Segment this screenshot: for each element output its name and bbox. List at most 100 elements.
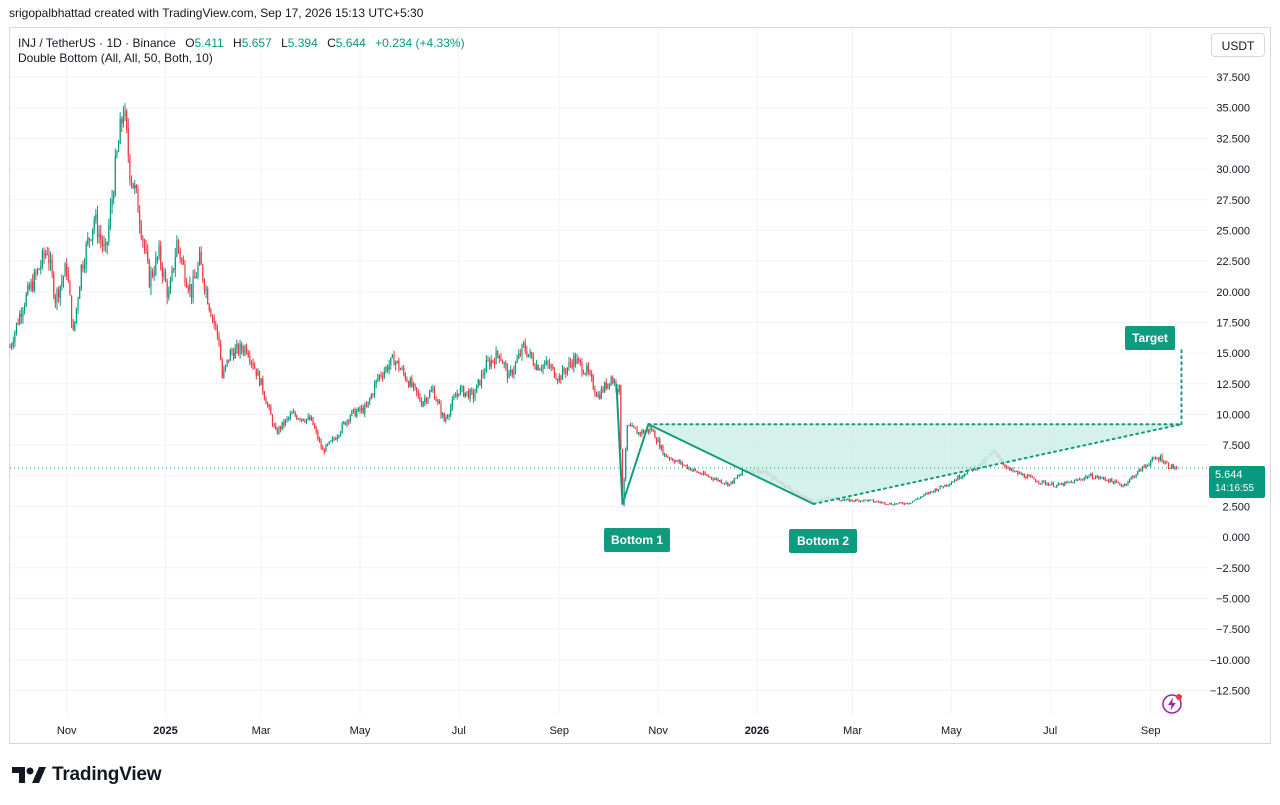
candle-body bbox=[918, 498, 920, 500]
currency-button[interactable]: USDT bbox=[1211, 33, 1265, 57]
candle-body bbox=[139, 212, 141, 226]
candle-body bbox=[871, 499, 873, 501]
candle-body bbox=[501, 360, 504, 364]
candle-body bbox=[333, 438, 335, 440]
candle-body bbox=[1117, 482, 1119, 484]
candle-body bbox=[519, 353, 521, 356]
candle-body bbox=[472, 391, 474, 399]
candle-body bbox=[203, 280, 206, 291]
candle-body bbox=[315, 428, 317, 432]
candle-body bbox=[304, 420, 306, 422]
candle-body bbox=[885, 504, 888, 506]
candle-body bbox=[323, 449, 325, 453]
candle-body bbox=[521, 344, 523, 356]
candle-body bbox=[349, 415, 351, 422]
candle-body bbox=[582, 372, 585, 375]
candle-body bbox=[550, 366, 552, 368]
candle-body bbox=[636, 428, 638, 435]
candle-body bbox=[1026, 475, 1029, 479]
y-tick-label: 17.500 bbox=[1216, 317, 1250, 329]
candle-body bbox=[898, 502, 901, 504]
candle-body bbox=[563, 368, 565, 372]
candle-body bbox=[354, 408, 356, 417]
candle-body bbox=[903, 503, 905, 505]
candle-body bbox=[38, 268, 40, 270]
candle-body bbox=[153, 273, 155, 276]
candle-body bbox=[335, 439, 337, 441]
candle-body bbox=[855, 499, 857, 502]
candle-body bbox=[442, 413, 444, 416]
candle-body bbox=[492, 360, 494, 362]
candle-body bbox=[926, 492, 928, 494]
candle-body bbox=[544, 364, 546, 366]
candle-body bbox=[1141, 466, 1144, 472]
candle-body bbox=[856, 499, 859, 501]
bottom-1-label[interactable]: Bottom 1 bbox=[604, 528, 670, 552]
candle-body bbox=[843, 499, 846, 501]
candle-body bbox=[895, 503, 897, 505]
candle-body bbox=[707, 475, 709, 477]
candle-body bbox=[944, 484, 946, 487]
symbol-name[interactable]: INJ / TetherUS · 1D · Binance bbox=[18, 36, 176, 50]
candle-body bbox=[957, 475, 959, 481]
candle-body bbox=[263, 392, 265, 399]
candle-body bbox=[510, 370, 512, 373]
low-value: 5.394 bbox=[287, 36, 318, 50]
candle-body bbox=[297, 418, 300, 420]
candle-body bbox=[1120, 484, 1123, 487]
y-tick-label: −10.000 bbox=[1210, 655, 1250, 667]
candle-body bbox=[424, 398, 426, 402]
candle-body bbox=[322, 447, 324, 450]
bottom-2-label[interactable]: Bottom 2 bbox=[789, 529, 857, 553]
candle-body bbox=[600, 388, 602, 399]
candle-body bbox=[861, 500, 863, 502]
candle-body bbox=[489, 360, 491, 367]
candle-body bbox=[941, 485, 943, 487]
candle-body bbox=[325, 444, 327, 453]
candle-body bbox=[629, 425, 632, 427]
chart-frame[interactable] bbox=[9, 27, 1271, 744]
candle-body bbox=[1151, 457, 1153, 461]
candle-body bbox=[735, 477, 737, 479]
y-tick-label: −7.500 bbox=[1216, 624, 1250, 636]
candle-body bbox=[1164, 462, 1166, 464]
pattern-right-side bbox=[812, 423, 1183, 505]
candle-body bbox=[505, 363, 507, 366]
candle-body bbox=[437, 400, 439, 402]
candle-body bbox=[260, 378, 262, 386]
x-tick-label: Mar bbox=[843, 725, 862, 737]
candle-body bbox=[35, 272, 37, 274]
candle-body bbox=[435, 399, 437, 402]
target-label[interactable]: Target bbox=[1125, 326, 1175, 350]
candle-body bbox=[255, 368, 257, 376]
indicator-legend[interactable]: Double Bottom (All, All, 50, Both, 10) bbox=[18, 51, 213, 65]
candle-body bbox=[592, 377, 594, 389]
candle-body bbox=[330, 440, 332, 442]
candle-body bbox=[279, 426, 282, 430]
candle-body bbox=[338, 435, 340, 437]
candle-body bbox=[417, 392, 419, 396]
candle-body bbox=[587, 365, 590, 373]
candle-body bbox=[714, 479, 716, 481]
bolt-icon[interactable] bbox=[1161, 693, 1183, 715]
candle-body bbox=[440, 403, 442, 416]
candle-body bbox=[939, 485, 941, 489]
candle-body bbox=[639, 432, 641, 435]
candle-body bbox=[1046, 483, 1048, 485]
x-tick-label: Sep bbox=[1141, 725, 1161, 737]
footer-brand[interactable]: TradingView bbox=[12, 764, 162, 786]
candle-body bbox=[258, 371, 261, 386]
candle-body bbox=[75, 307, 78, 322]
candle-body bbox=[952, 481, 954, 483]
candle-body bbox=[40, 265, 42, 269]
candle-body bbox=[960, 477, 962, 479]
candle-body bbox=[929, 491, 931, 494]
change-value: +0.234 (+4.33%) bbox=[375, 36, 465, 50]
candle-body bbox=[642, 430, 645, 433]
candle-body bbox=[15, 323, 18, 333]
candle-body bbox=[1077, 479, 1079, 481]
candle-body bbox=[74, 321, 76, 330]
candle-body bbox=[738, 475, 740, 477]
candle-body bbox=[876, 501, 878, 503]
